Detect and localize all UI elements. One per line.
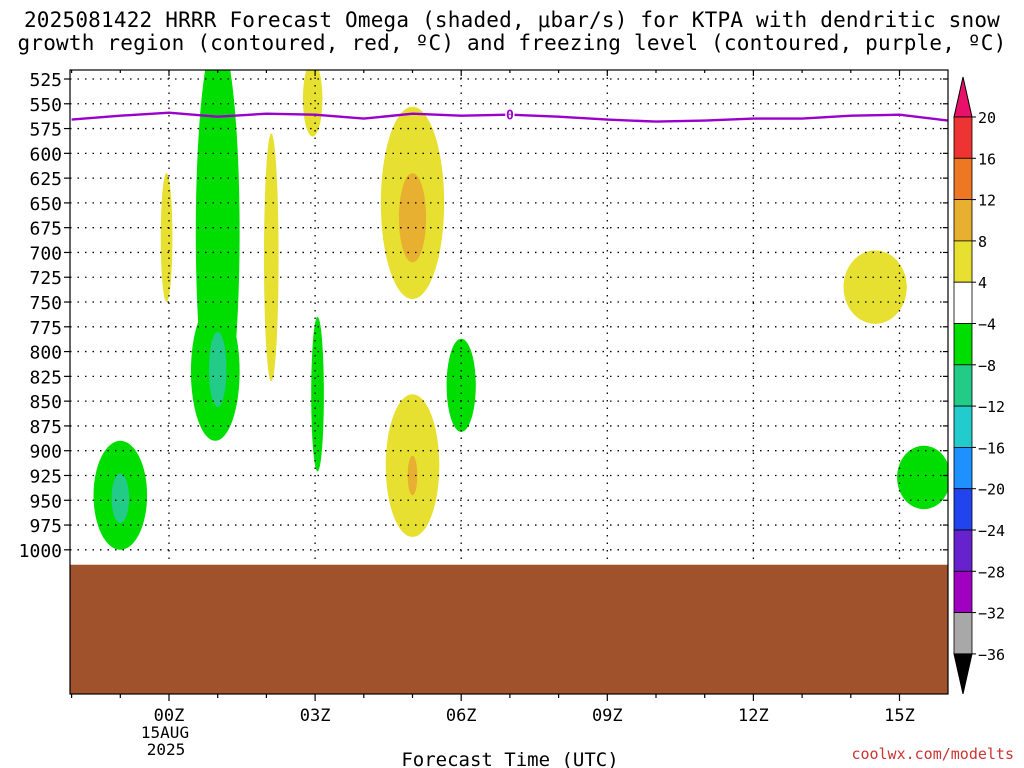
colorbar-band-6 [953,364,973,407]
omega-region-ascent-moderate-4 [208,331,227,408]
y-tick-label-825: 825 [29,367,62,388]
omega-region-descent-moderate-14 [407,455,418,496]
colorbar-label-5: −4 [978,316,996,334]
chart-title-line-1: 2025081422 HRRR Forecast Omega (shaded, … [23,8,1001,32]
x-tick-year: 2025 [147,740,186,759]
y-tick-label-1000: 1000 [19,541,62,562]
omega-region-descent-weak-9 [263,133,279,382]
x-tick-label-09Z: 09Z [592,706,623,726]
y-tick-label-950: 950 [29,491,62,512]
colorbar-label-9: −20 [978,481,1005,499]
y-tick-label-850: 850 [29,392,62,413]
freezing-level-layer: 0 [71,107,948,125]
colorbar-label-4: 4 [978,274,987,292]
colorbar-label-1: 16 [978,150,996,168]
colorbar-band-3 [953,240,973,283]
axes-layer: 525 550 575 600 625 650 675 700 725 750 775 800 825 8… [19,69,949,759]
colorbar-label-3: 8 [978,233,987,251]
omega-region-descent-weak-15 [843,250,907,324]
omega-shading-layer [93,70,948,550]
y-tick-label-625: 625 [29,169,62,190]
y-tick-label-600: 600 [29,144,62,165]
colorbar-label-12: −32 [978,605,1005,623]
colorbar-label-8: −16 [978,439,1005,457]
colorbar-label-6: −8 [978,357,996,375]
x-tick-label-06Z: 06Z [446,706,477,726]
x-axis-label: Forecast Time (UTC) [401,749,618,768]
freezing-level-label: 0 [506,109,514,124]
y-tick-label-550: 550 [29,95,62,116]
terrain-strip [70,564,948,694]
terrain-layer [70,564,948,694]
x-tick-label-03Z: 03Z [300,706,331,726]
colorbar-band-4 [953,281,973,324]
colorbar-band-9 [953,488,973,531]
colorbar-label-2: 12 [978,192,996,210]
omega-region-ascent-moderate-1 [111,473,130,524]
colorbar-band-5 [953,323,973,366]
colorbar-label-10: −24 [978,522,1005,540]
colorbar-band-11 [953,570,973,613]
chart-title-line-2: growth region (contoured, red, ºC) and f… [17,31,1007,55]
colorbar-label-0: 20 [978,109,996,127]
x-tick-label-12Z: 12Z [738,706,769,726]
x-tick-label-00Z: 00Z [154,706,185,726]
y-tick-label-675: 675 [29,219,62,240]
x-tick-label-15Z: 15Z [884,706,915,726]
y-tick-label-875: 875 [29,417,62,438]
omega-region-ascent-weak-5 [311,316,324,472]
y-tick-label-750: 750 [29,293,62,314]
credit-link[interactable]: coolwx.com/modelts [851,745,1014,763]
y-tick-label-575: 575 [29,120,62,141]
y-tick-label-900: 900 [29,442,62,463]
omega-region-descent-weak-8 [160,173,173,303]
colorbar-band-10 [953,529,973,572]
colorbar-band-8 [953,446,973,490]
colorbar-band-1 [953,157,973,201]
y-tick-label-650: 650 [29,194,62,215]
y-tick-label-725: 725 [29,268,62,289]
colorbar-band-7 [953,405,973,448]
freezing-level-line [71,111,948,123]
y-tick-label-925: 925 [29,466,62,487]
plot-frame [69,69,949,695]
x-tick-date: 15AUG [141,723,189,742]
colorbar-top-cap [953,76,973,118]
colorbar-band-2 [953,199,973,242]
y-tick-label-975: 975 [29,516,62,537]
y-tick-label-800: 800 [29,343,62,364]
y-tick-label-775: 775 [29,318,62,339]
y-tick-label-700: 700 [29,243,62,264]
colorbar-bottom-cap [953,653,973,695]
colorbar: 20 16 12 8 4 −4 −8 −12 −16 −20 −24 −28 −32 −36 [953,76,1005,695]
colorbar-band-12 [953,612,973,655]
omega-region-descent-moderate-12 [398,173,427,263]
y-tick-label-525: 525 [29,70,62,91]
colorbar-band-0 [953,116,973,159]
colorbar-label-11: −28 [978,563,1005,581]
omega-region-ascent-weak-7 [897,445,948,510]
omega-region-descent-weak-10 [302,70,323,137]
colorbar-label-13: −36 [978,646,1005,664]
colorbar-label-7: −12 [978,398,1005,416]
